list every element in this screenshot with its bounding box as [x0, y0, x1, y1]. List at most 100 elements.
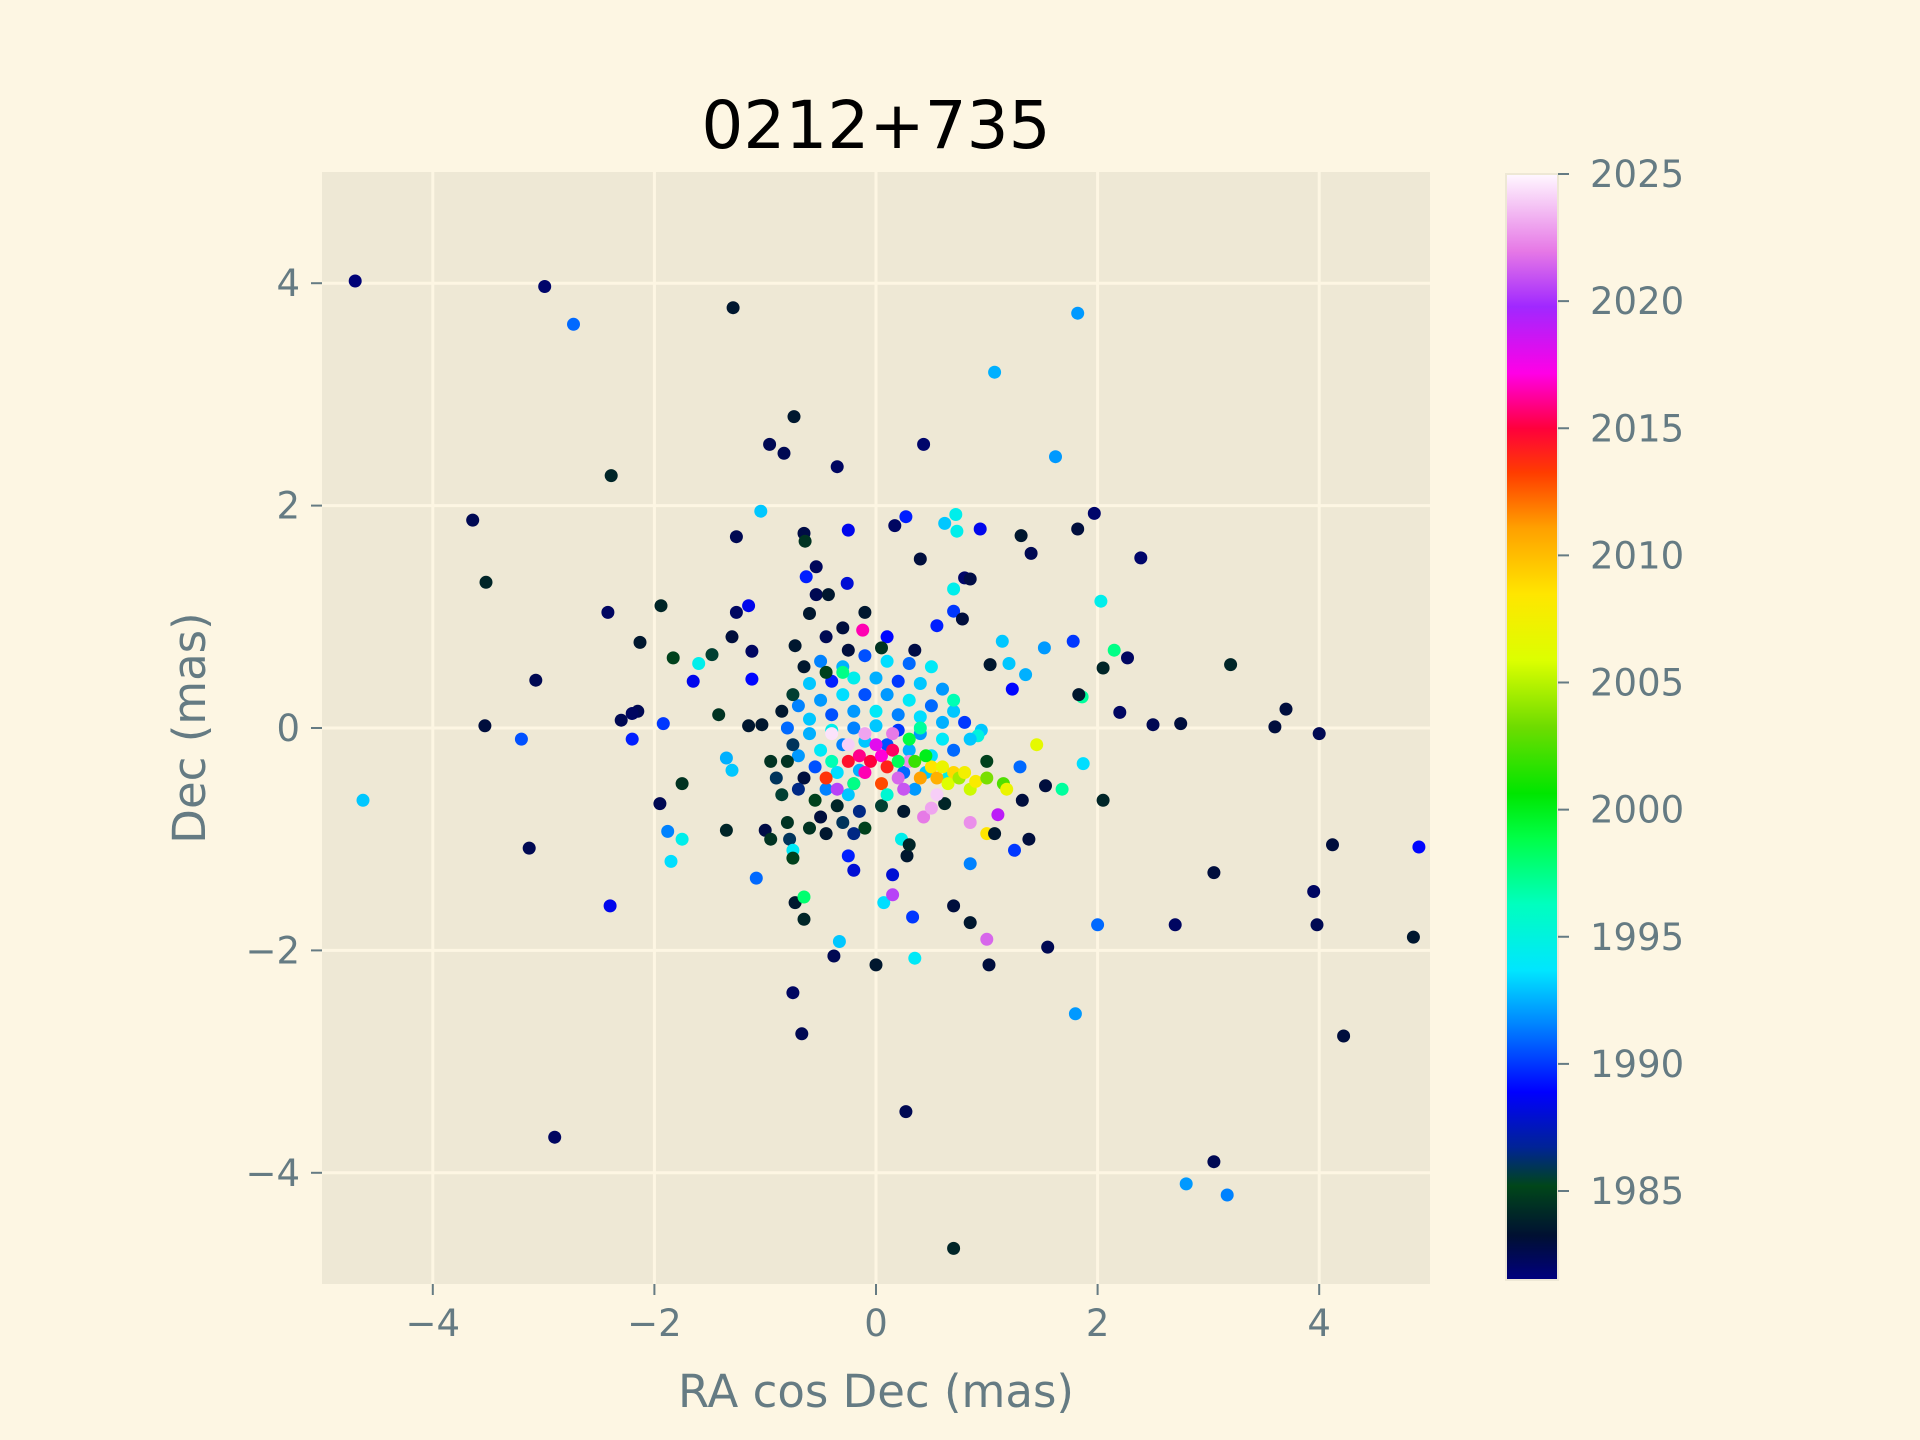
data-point: [877, 896, 891, 910]
data-point: [917, 437, 931, 451]
data-point: [808, 760, 822, 774]
data-point: [1041, 940, 1055, 954]
data-point: [886, 868, 900, 882]
y-tick-label: −2: [245, 929, 300, 972]
data-point: [963, 857, 977, 871]
data-point: [827, 949, 841, 963]
data-point: [947, 1241, 961, 1255]
data-point: [625, 732, 639, 746]
data-point: [1091, 918, 1105, 932]
data-point: [356, 793, 370, 807]
data-point: [913, 677, 927, 690]
data-point: [803, 821, 816, 835]
data-point: [902, 838, 916, 852]
data-point: [819, 827, 833, 841]
x-tick-label: −2: [627, 1302, 682, 1345]
data-point: [947, 704, 961, 718]
data-point: [847, 827, 861, 841]
data-point: [567, 317, 580, 331]
data-point: [1224, 658, 1238, 672]
data-point: [880, 654, 894, 668]
colorbar-tick-label: 1995: [1590, 916, 1684, 959]
chart-title: 0212+735: [701, 87, 1050, 164]
data-point: [963, 816, 977, 829]
data-point: [514, 732, 528, 746]
data-point: [980, 754, 994, 768]
data-point: [963, 916, 977, 930]
data-point: [795, 1027, 809, 1041]
data-point: [1107, 643, 1121, 657]
data-point: [803, 712, 816, 726]
data-point: [924, 801, 938, 815]
data-point: [947, 604, 961, 618]
data-point: [1022, 832, 1036, 846]
data-point: [745, 644, 759, 658]
data-point: [749, 871, 763, 885]
y-axis-label: Dec (mas): [163, 612, 216, 843]
data-point: [348, 274, 362, 288]
data-point: [947, 743, 961, 757]
data-point: [924, 760, 938, 774]
data-point: [1019, 668, 1033, 682]
data-point: [858, 649, 872, 663]
colorbar-tick-label: 2005: [1590, 662, 1684, 705]
y-tick-label: 4: [276, 262, 300, 305]
data-point: [908, 951, 922, 965]
data-point: [869, 738, 883, 752]
data-point: [858, 688, 872, 702]
data-point: [1096, 793, 1110, 807]
data-point: [830, 782, 844, 796]
data-point: [830, 766, 844, 779]
data-point: [852, 749, 866, 763]
data-point: [880, 760, 894, 774]
data-point: [825, 754, 839, 768]
data-point: [821, 588, 835, 602]
data-point: [548, 1130, 562, 1144]
data-point: [742, 719, 756, 733]
data-point: [1071, 522, 1085, 536]
data-point: [787, 410, 801, 424]
data-point: [653, 797, 667, 811]
data-point: [763, 437, 777, 451]
data-point: [852, 804, 866, 818]
colorbar-tick-label: 2010: [1590, 534, 1684, 577]
data-point: [478, 719, 492, 733]
data-point: [938, 516, 952, 530]
data-point: [745, 672, 759, 686]
data-point: [841, 523, 855, 537]
data-point: [1030, 738, 1044, 752]
x-tick-label: 0: [864, 1302, 888, 1345]
x-axis-label: RA cos Dec (mas): [678, 1365, 1074, 1418]
data-point: [604, 469, 618, 483]
data-point: [1068, 1007, 1082, 1021]
data-point: [686, 674, 700, 688]
data-point: [786, 688, 800, 702]
data-point: [775, 704, 789, 718]
data-point: [963, 732, 977, 746]
data-point: [780, 721, 794, 735]
data-point: [919, 749, 933, 763]
data-point: [836, 688, 850, 702]
data-point: [1174, 717, 1188, 731]
data-point: [664, 854, 678, 868]
data-point: [1268, 720, 1282, 734]
data-point: [1412, 840, 1426, 854]
data-point: [666, 651, 680, 665]
data-point: [886, 743, 900, 757]
data-point: [869, 958, 883, 972]
data-point: [1013, 760, 1027, 774]
data-point: [847, 863, 861, 877]
data-point: [930, 788, 944, 802]
colorbar-tick-label: 2000: [1590, 789, 1684, 832]
data-point: [988, 827, 1002, 841]
data-point: [729, 605, 743, 619]
data-point: [930, 771, 944, 785]
data-point: [836, 665, 850, 679]
data-point: [786, 738, 800, 752]
data-point: [791, 699, 805, 713]
data-point: [886, 888, 900, 902]
data-point: [899, 1105, 913, 1119]
data-point: [902, 743, 916, 757]
data-point: [705, 648, 719, 662]
data-point: [897, 804, 911, 818]
